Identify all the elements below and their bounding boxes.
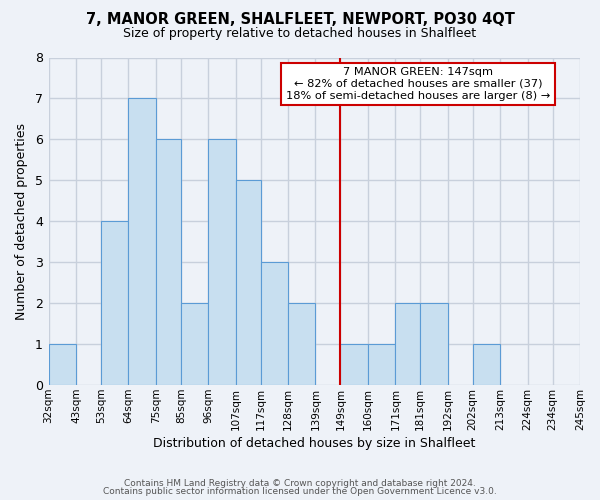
Bar	[395, 303, 421, 385]
Bar	[156, 140, 181, 385]
Bar	[368, 344, 395, 385]
Bar	[101, 222, 128, 385]
Y-axis label: Number of detached properties: Number of detached properties	[15, 123, 28, 320]
Bar	[340, 344, 368, 385]
Text: Contains HM Land Registry data © Crown copyright and database right 2024.: Contains HM Land Registry data © Crown c…	[124, 478, 476, 488]
X-axis label: Distribution of detached houses by size in Shalfleet: Distribution of detached houses by size …	[153, 437, 475, 450]
Bar	[49, 344, 76, 385]
Bar	[288, 303, 316, 385]
Bar	[128, 98, 156, 385]
Text: Contains public sector information licensed under the Open Government Licence v3: Contains public sector information licen…	[103, 487, 497, 496]
Bar	[473, 344, 500, 385]
Bar	[421, 303, 448, 385]
Text: 7, MANOR GREEN, SHALFLEET, NEWPORT, PO30 4QT: 7, MANOR GREEN, SHALFLEET, NEWPORT, PO30…	[86, 12, 514, 28]
Bar	[181, 303, 208, 385]
Bar	[236, 180, 260, 385]
Bar	[208, 140, 236, 385]
Bar	[260, 262, 288, 385]
Text: 7 MANOR GREEN: 147sqm
← 82% of detached houses are smaller (37)
18% of semi-deta: 7 MANOR GREEN: 147sqm ← 82% of detached …	[286, 68, 550, 100]
Text: Size of property relative to detached houses in Shalfleet: Size of property relative to detached ho…	[124, 28, 476, 40]
